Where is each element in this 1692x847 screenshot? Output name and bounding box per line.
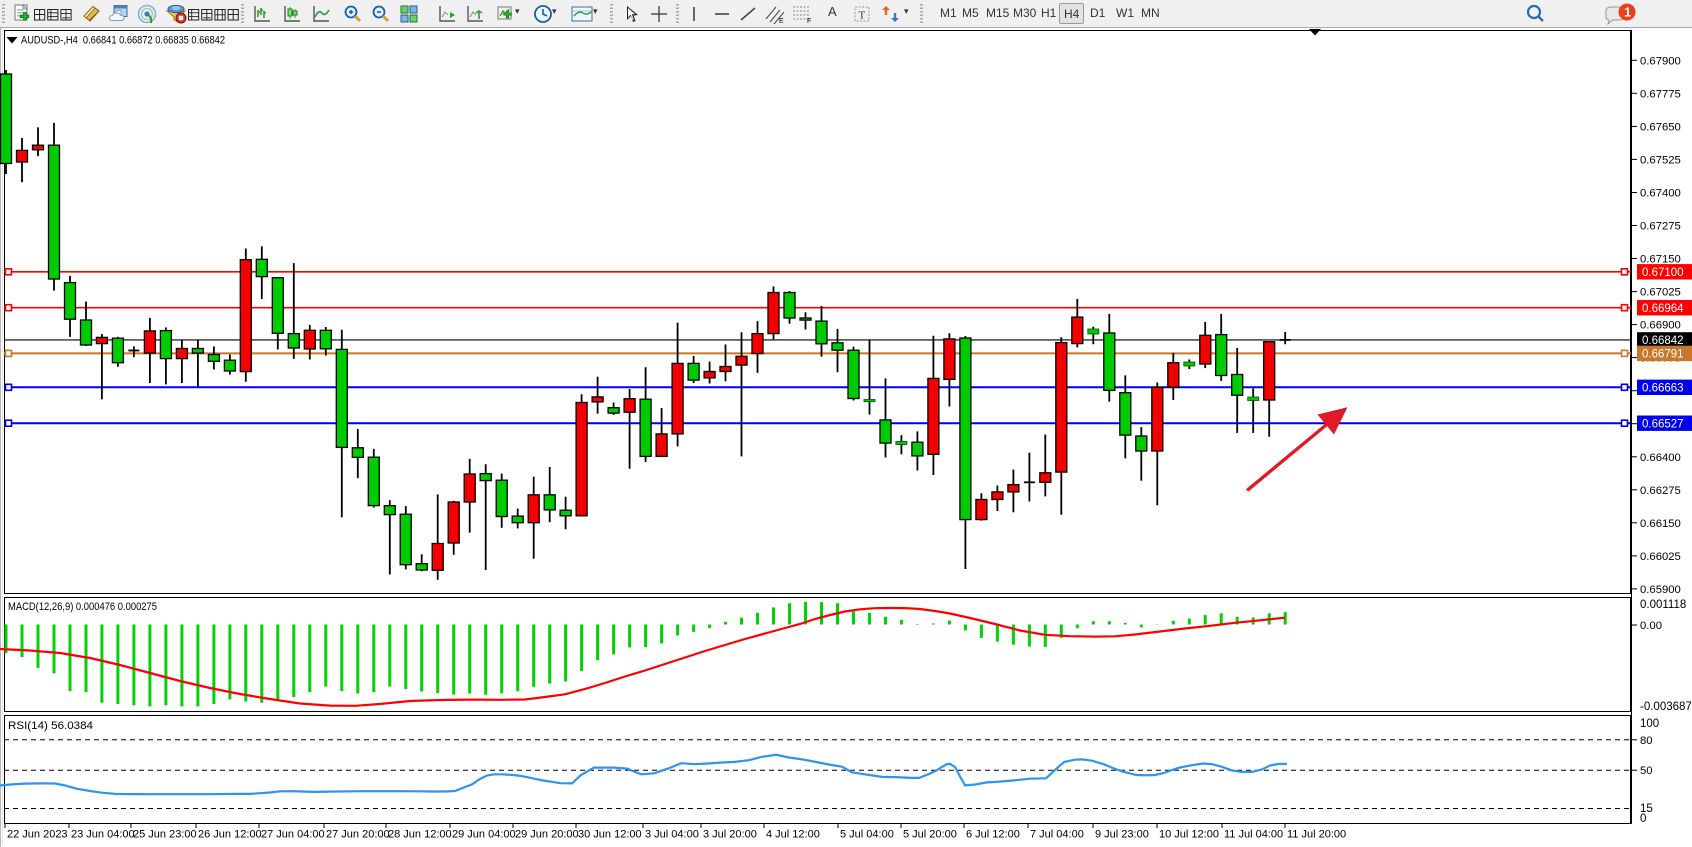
svg-text:0.66275: 0.66275 — [1640, 485, 1681, 497]
svg-text:MACD(12,26,9) 0.000476 0.00027: MACD(12,26,9) 0.000476 0.000275 — [8, 601, 157, 613]
svg-text:0.65900: 0.65900 — [1640, 584, 1681, 596]
svg-text:27 Jun 20:00: 27 Jun 20:00 — [326, 829, 390, 841]
svg-text:3 Jul 04:00: 3 Jul 04:00 — [645, 829, 699, 841]
svg-text:0.66150: 0.66150 — [1640, 518, 1681, 530]
svg-text:0.00: 0.00 — [1640, 620, 1662, 632]
svg-text:0.001118: 0.001118 — [1640, 599, 1686, 611]
svg-text:5 Jul 04:00: 5 Jul 04:00 — [840, 829, 894, 841]
svg-text:0.66900: 0.66900 — [1640, 320, 1681, 332]
svg-text:0.67900: 0.67900 — [1640, 55, 1681, 67]
svg-text:100: 100 — [1640, 718, 1659, 730]
svg-text:0.66025: 0.66025 — [1640, 551, 1681, 563]
svg-text:F: F — [807, 18, 811, 25]
svg-text:11 Jul 20:00: 11 Jul 20:00 — [1287, 829, 1346, 841]
svg-text:0.66842: 0.66842 — [1642, 335, 1684, 347]
svg-text:-0.003687: -0.003687 — [1640, 701, 1692, 713]
svg-text:23 Jun 04:00: 23 Jun 04:00 — [71, 829, 135, 841]
svg-text:0.66400: 0.66400 — [1640, 452, 1681, 464]
svg-text:0: 0 — [1640, 813, 1646, 825]
svg-text:11 Jul 04:00: 11 Jul 04:00 — [1224, 829, 1283, 841]
svg-text:27 Jun 04:00: 27 Jun 04:00 — [261, 829, 325, 841]
svg-text:22 Jun 2023: 22 Jun 2023 — [7, 829, 68, 841]
svg-text:E: E — [779, 18, 784, 25]
svg-text:7 Jul 04:00: 7 Jul 04:00 — [1030, 829, 1084, 841]
svg-text:10 Jul 12:00: 10 Jul 12:00 — [1159, 829, 1219, 841]
svg-text:6 Jul 12:00: 6 Jul 12:00 — [966, 829, 1020, 841]
svg-text:T: T — [859, 10, 866, 22]
svg-text:28 Jun 12:00: 28 Jun 12:00 — [388, 829, 452, 841]
svg-text:1: 1 — [1624, 5, 1631, 20]
svg-text:0.67025: 0.67025 — [1640, 287, 1681, 299]
svg-text:25 Jun 23:00: 25 Jun 23:00 — [133, 829, 197, 841]
svg-text:0.67650: 0.67650 — [1640, 121, 1681, 133]
svg-text:29 Jun 20:00: 29 Jun 20:00 — [515, 829, 579, 841]
svg-text:0.67275: 0.67275 — [1640, 221, 1681, 233]
svg-text:50: 50 — [1640, 765, 1653, 777]
svg-text:0.66527: 0.66527 — [1642, 419, 1684, 431]
svg-text:0.67400: 0.67400 — [1640, 188, 1681, 200]
svg-text:0.67775: 0.67775 — [1640, 88, 1681, 100]
svg-text:3 Jul 20:00: 3 Jul 20:00 — [703, 829, 757, 841]
svg-text:0.67100: 0.67100 — [1642, 267, 1684, 279]
svg-text:26 Jun 12:00: 26 Jun 12:00 — [198, 829, 262, 841]
svg-text:AUDUSD-,H4 0.66841 0.66872 0.: AUDUSD-,H4 0.66841 0.66872 0.66835 0.668… — [21, 35, 225, 47]
svg-text:4 Jul 12:00: 4 Jul 12:00 — [766, 829, 820, 841]
svg-text:0.66964: 0.66964 — [1642, 303, 1684, 315]
svg-text:0.67150: 0.67150 — [1640, 254, 1681, 266]
svg-text:29 Jun 04:00: 29 Jun 04:00 — [452, 829, 516, 841]
svg-text:0.66791: 0.66791 — [1642, 349, 1684, 361]
svg-text:0.66663: 0.66663 — [1642, 383, 1684, 395]
svg-text:RSI(14) 56.0384: RSI(14) 56.0384 — [8, 720, 93, 732]
svg-text:15: 15 — [1640, 803, 1653, 815]
svg-text:5 Jul 20:00: 5 Jul 20:00 — [903, 829, 957, 841]
svg-text:9 Jul 23:00: 9 Jul 23:00 — [1095, 829, 1149, 841]
svg-text:0.67525: 0.67525 — [1640, 154, 1681, 166]
svg-text:80: 80 — [1640, 735, 1653, 747]
svg-text:30 Jun 12:00: 30 Jun 12:00 — [578, 829, 642, 841]
